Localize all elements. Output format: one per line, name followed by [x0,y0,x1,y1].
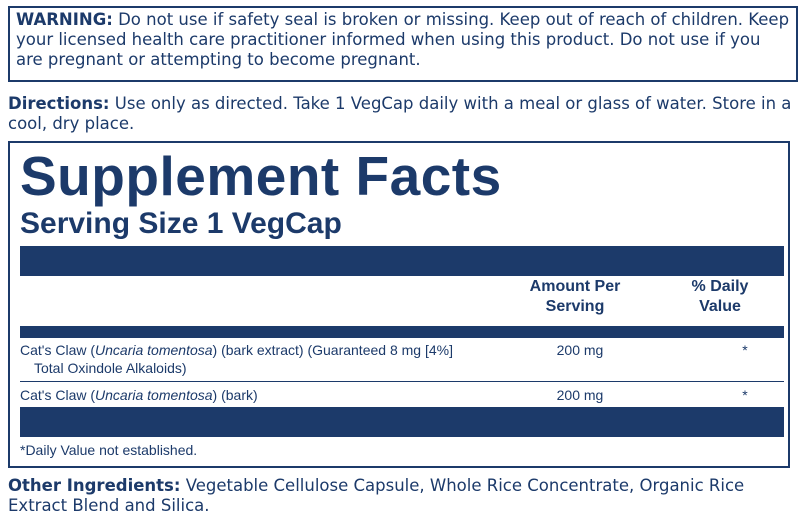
name-prefix: Cat's Claw ( [20,342,96,358]
facts-panel: Supplement Facts Serving Size 1 VegCap A… [8,141,790,468]
amount: 200 mg [556,342,604,358]
amount-header: Amount Per Serving [529,278,621,315]
name-subline: Total Oxindole Alkaloids) [34,360,187,376]
directions-label: Directions: [8,94,110,113]
header-bar [20,246,784,276]
facts-title: Supplement Facts [20,145,502,207]
row-rule [20,381,784,382]
footnote: *Daily Value not established. [20,442,198,458]
name-suffix: ) (bark extract) (Guaranteed 8 mg [4%] [212,342,453,358]
name-suffix: ) (bark) [212,387,258,403]
name-italic: Uncaria tomentosa [95,342,213,358]
daily-value: * [742,342,748,358]
name-prefix: Cat's Claw ( [20,387,96,403]
header-rule [20,326,784,338]
directions: Directions: Use only as directed. Take 1… [8,94,794,134]
other-label: Other Ingredients: [8,476,181,495]
daily-value: * [742,387,748,403]
other-text: Vegetable Cellulose Capsule, Whole Rice … [8,476,745,515]
other-ingredients: Other Ingredients: Vegetable Cellulose C… [8,476,798,516]
name-italic: Uncaria tomentosa [95,387,213,403]
footer-bar [20,407,784,437]
ingredient-name: Cat's Claw (Uncaria tomentosa) (bark ext… [20,341,520,377]
directions-text: Use only as directed. Take 1 VegCap dail… [8,94,792,133]
amount: 200 mg [556,387,604,403]
warning-box: WARNING: Do not use if safety seal is br… [8,6,798,82]
serving-size: Serving Size 1 VegCap [20,207,342,240]
warning-text: Do not use if safety seal is broken or m… [16,10,790,69]
dv-header: % Daily Value [691,278,749,315]
warning-label: WARNING: [16,10,113,29]
ingredient-name: Cat's Claw (Uncaria tomentosa) (bark) [20,386,520,404]
